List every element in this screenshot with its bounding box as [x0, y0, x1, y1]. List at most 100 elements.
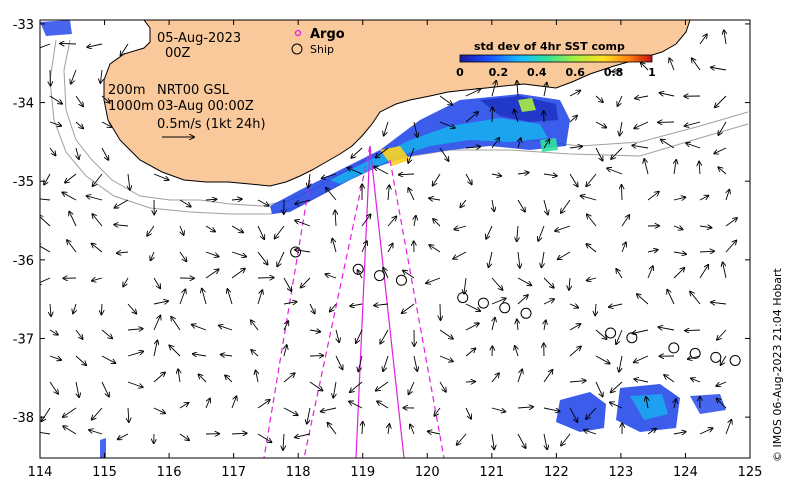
current-vector	[569, 407, 577, 422]
current-vector	[517, 369, 522, 383]
current-vector	[641, 63, 649, 71]
current-vector	[49, 329, 58, 335]
current-vector	[634, 355, 649, 362]
current-vector	[336, 329, 339, 342]
current-vector	[595, 355, 610, 364]
current-vector	[227, 289, 233, 305]
current-vector	[413, 355, 417, 371]
current-vector	[517, 433, 526, 448]
current-vector	[221, 355, 233, 356]
current-vector	[489, 251, 493, 267]
current-vector	[690, 292, 701, 305]
current-vector	[231, 251, 246, 257]
current-vector	[465, 323, 479, 331]
current-vector	[434, 407, 441, 416]
current-vector	[257, 400, 270, 409]
current-vector	[646, 397, 648, 409]
current-vector	[587, 278, 597, 280]
current-vector	[153, 277, 160, 288]
current-vectors	[40, 30, 737, 450]
current-vector	[465, 112, 478, 123]
current-vector	[361, 214, 371, 227]
current-vector	[408, 147, 415, 163]
current-vector	[726, 190, 729, 201]
current-vector	[517, 225, 518, 241]
current-vector	[699, 226, 711, 228]
current-vector	[586, 244, 597, 253]
current-vector	[326, 188, 337, 201]
current-vector	[383, 268, 389, 279]
current-vector	[426, 277, 441, 283]
colorbar-tick-label: 1	[648, 66, 656, 79]
current-vector	[114, 225, 129, 226]
current-vector	[40, 431, 51, 435]
x-tick-label: 119	[350, 465, 375, 480]
current-vector	[699, 162, 700, 175]
current-vector	[673, 252, 686, 254]
current-vector	[711, 67, 727, 70]
current-vector	[325, 274, 337, 279]
current-vector	[595, 329, 607, 339]
x-tick-label: 117	[221, 465, 246, 480]
current-vector	[374, 167, 389, 175]
argo-track-5	[389, 159, 445, 458]
current-vector	[492, 199, 494, 211]
model-time-label: 03-Aug 00:00Z	[157, 99, 254, 114]
current-vector	[49, 355, 61, 360]
current-vector	[714, 147, 727, 154]
current-vector	[632, 145, 649, 148]
x-tick-label: 118	[286, 465, 311, 480]
current-vector	[309, 381, 323, 391]
current-vector	[231, 396, 236, 409]
current-vector	[691, 378, 701, 382]
current-vector	[69, 212, 77, 227]
x-tick-label: 125	[738, 465, 763, 480]
ship-marker	[374, 270, 386, 282]
ship-marker	[605, 327, 617, 339]
current-vector	[121, 43, 129, 55]
current-vector	[257, 433, 271, 442]
current-vector	[439, 355, 453, 361]
current-vector	[295, 220, 311, 227]
current-vector	[388, 424, 389, 435]
current-vector	[647, 429, 656, 435]
current-vector	[284, 345, 287, 357]
current-vector	[699, 428, 713, 435]
current-vector	[153, 407, 165, 413]
current-vector	[75, 381, 79, 397]
current-vector	[153, 316, 160, 331]
current-vector	[205, 251, 219, 257]
current-vector	[73, 303, 76, 313]
current-vector	[150, 251, 154, 260]
current-vector	[153, 341, 157, 357]
y-tick-label: -34	[13, 97, 34, 112]
current-vector	[718, 167, 727, 175]
current-vector	[660, 93, 675, 97]
current-vector	[587, 214, 597, 227]
current-vector	[491, 407, 505, 412]
x-tick-label: 122	[544, 465, 569, 480]
current-vector	[192, 325, 207, 331]
current-vector	[295, 433, 311, 437]
ship-marker	[457, 292, 469, 304]
current-vector	[517, 173, 529, 174]
current-vector	[667, 290, 675, 305]
current-vector	[257, 290, 262, 305]
current-vector	[275, 225, 285, 238]
current-vector	[661, 139, 675, 149]
ship-marker	[395, 274, 407, 286]
current-vector	[92, 244, 103, 253]
current-vector	[49, 381, 58, 394]
current-vector	[403, 270, 415, 279]
current-vector	[716, 381, 727, 386]
current-vector	[308, 173, 310, 187]
ship-positions	[290, 246, 741, 366]
current-vector	[610, 402, 623, 409]
current-vector	[465, 89, 480, 97]
colorbar-tick-label: 0.2	[489, 66, 509, 79]
current-vector	[569, 277, 570, 290]
current-vector	[621, 242, 626, 253]
current-vector	[619, 355, 623, 372]
current-vector	[101, 355, 115, 363]
